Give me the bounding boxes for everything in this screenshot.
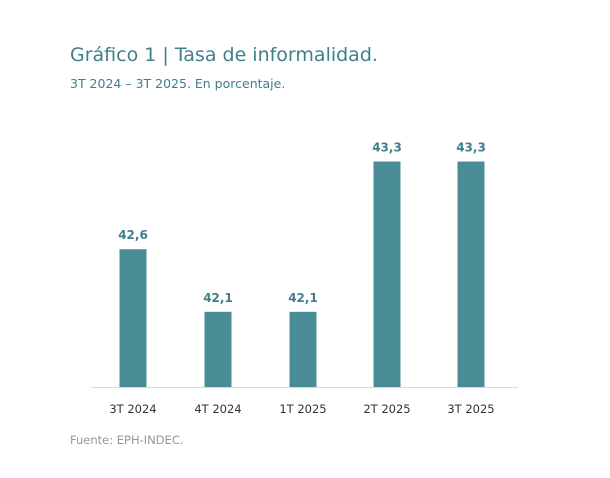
chart-subtitle: 3T 2024 – 3T 2025. En porcentaje. xyxy=(70,76,286,91)
x-tick-labels: 3T 2024 4T 2024 1T 2025 2T 2025 3T 2025 xyxy=(109,402,494,416)
chart-title: Gráfico 1 | Tasa de informalidad. xyxy=(70,44,378,66)
data-label-1: 42,6 xyxy=(118,228,148,242)
data-label-3: 42,1 xyxy=(288,291,318,305)
bar-4 xyxy=(373,161,401,387)
data-label-2: 42,1 xyxy=(203,291,233,305)
x-tick-label-3: 1T 2025 xyxy=(279,402,326,416)
bars-group: 42,6 42,1 42,1 43,3 43,3 xyxy=(118,141,486,387)
x-tick-label-1: 3T 2024 xyxy=(109,402,156,416)
bar-2 xyxy=(204,311,232,387)
x-tick-label-2: 4T 2024 xyxy=(194,402,241,416)
data-label-4: 43,3 xyxy=(372,141,402,155)
bar-3 xyxy=(289,311,317,387)
x-tick-label-4: 2T 2025 xyxy=(363,402,410,416)
data-label-5: 43,3 xyxy=(456,141,486,155)
x-tick-label-5: 3T 2025 xyxy=(447,402,494,416)
source-note: Fuente: EPH-INDEC. xyxy=(70,433,184,447)
bar-1 xyxy=(119,249,147,387)
bar-5 xyxy=(457,161,485,387)
